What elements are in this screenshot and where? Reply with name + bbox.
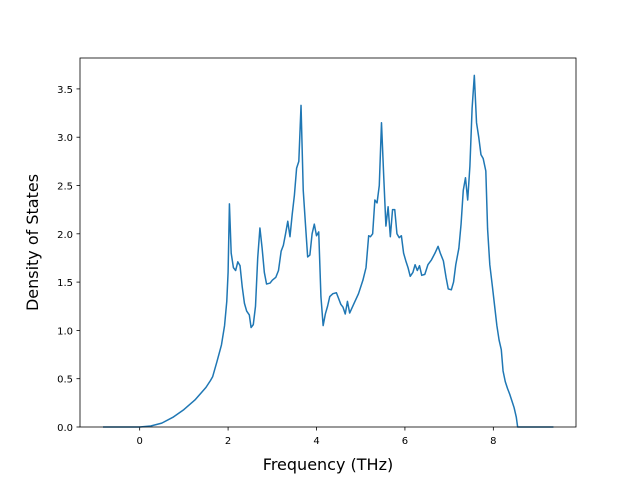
y-axis-label: Density of States [23,174,42,311]
x-axis-label: Frequency (THz) [263,455,393,474]
y-tick-label: 2.0 [57,230,73,241]
x-tick-label: 8 [490,436,496,447]
y-tick-label: 0.5 [57,375,73,386]
y-tick-label: 0.0 [57,423,73,434]
x-tick-label: 0 [136,436,142,447]
y-tick-label: 3.0 [57,133,73,144]
y-tick-label: 1.0 [57,326,73,337]
y-tick-label: 2.5 [57,182,73,193]
y-tick-label: 3.5 [57,85,73,96]
x-tick-label: 6 [402,436,408,447]
x-tick-label: 4 [313,436,319,447]
y-tick-label: 1.5 [57,278,73,289]
x-tick-label: 2 [225,436,231,447]
line-series [102,74,554,428]
plot-frame [79,57,577,428]
